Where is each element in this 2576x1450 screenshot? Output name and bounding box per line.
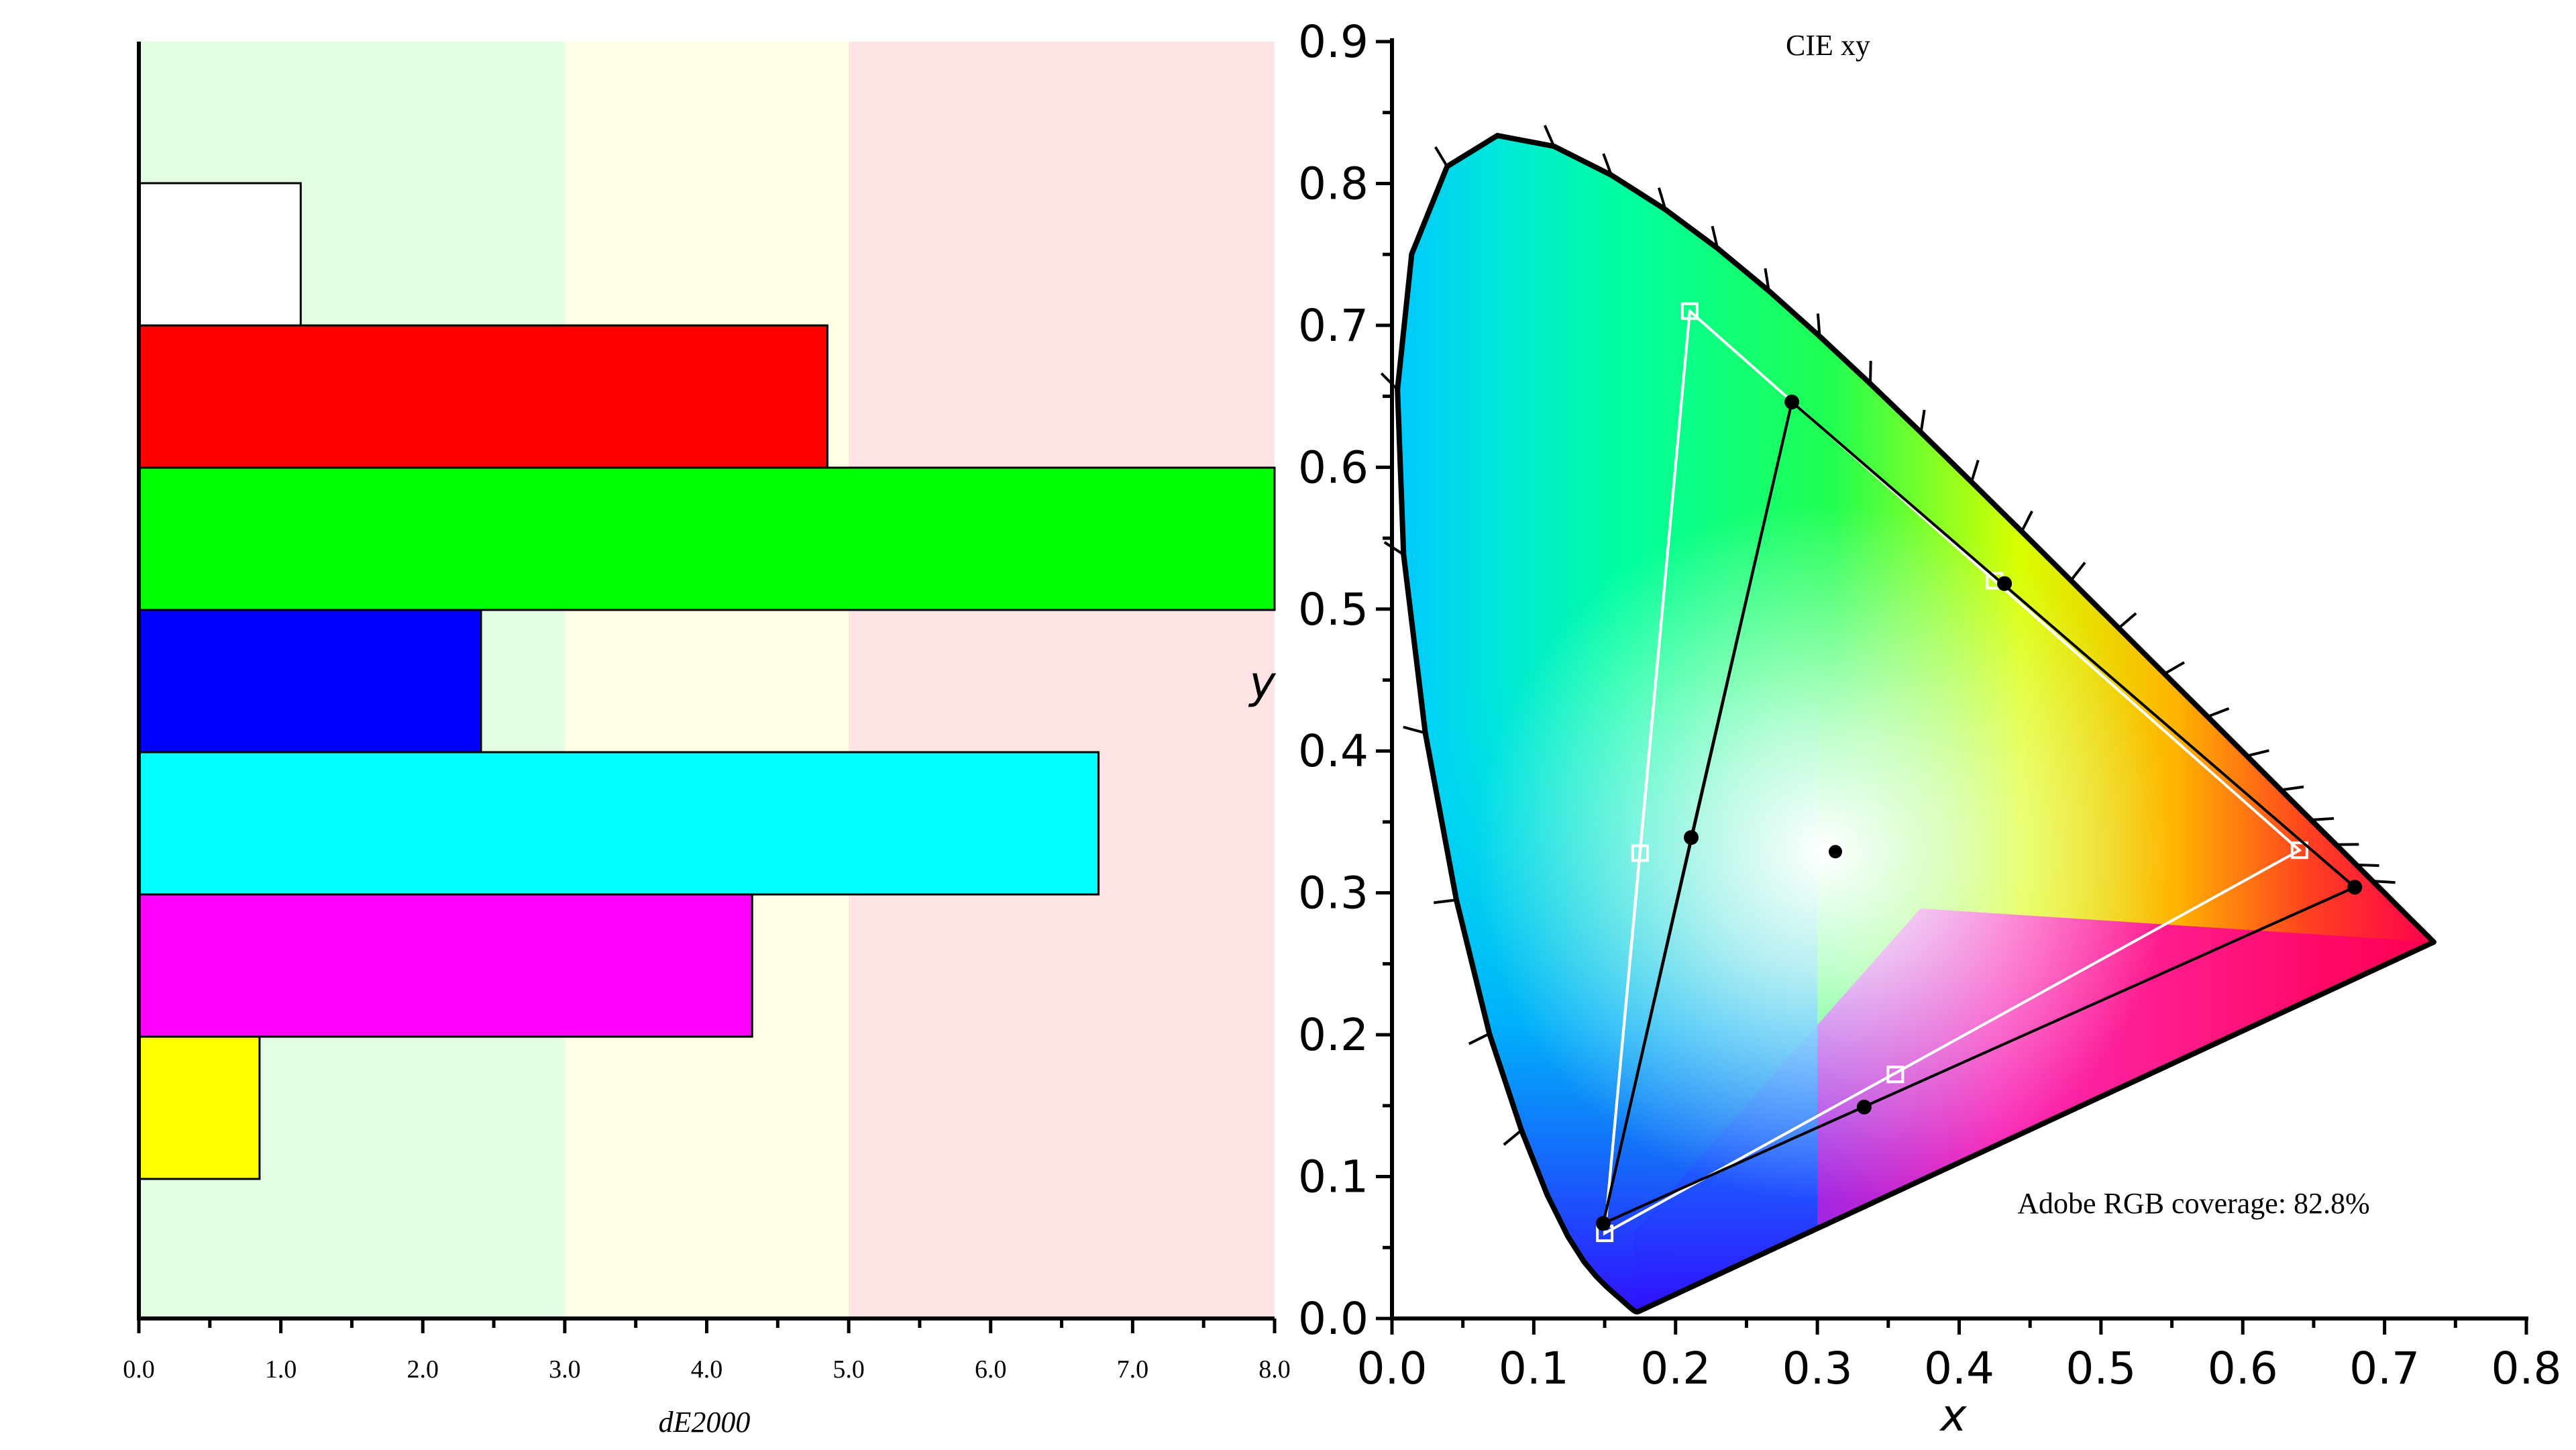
spectral-locus-fill [1397,136,2434,1312]
wavelength-ticks [1380,125,2396,1146]
cie-x-tick-label: 0.6 [2208,1343,2278,1394]
reference-gamut-point [2290,841,2308,860]
wavelength-tick [1711,225,1719,249]
cie-x-tick-label: 0.0 [1357,1343,1428,1394]
bar-x-tick-label: 2.0 [407,1355,439,1384]
cie-x-tick-label: 0.5 [2065,1343,2136,1394]
wavelength-tick [2310,817,2334,821]
wavelength-tick [1657,187,1667,210]
wavelength-tick [1503,1129,1523,1146]
cie-y-tick-label: 0.7 [1298,300,1368,352]
cie-y-tick-label: 0.1 [1298,1151,1368,1203]
cie-x-tick-label: 0.2 [1640,1343,1711,1394]
bar-x-tick-label: 0.0 [123,1355,155,1384]
cie-y-tick-label: 0.9 [1298,16,1368,68]
coverage-annotation: Adobe RGB coverage: 82.8% [2017,1187,2369,1220]
bar-red [138,324,828,469]
cie-x-tick-label: 0.8 [2491,1343,2562,1394]
wavelength-tick [2117,612,2137,629]
wavelength-tick [2356,864,2379,867]
tolerance-zone [564,42,849,1318]
cie-x-tick-label: 0.4 [1924,1343,1994,1394]
wavelength-tick [1380,372,1399,391]
bar-x-tick-label: 5.0 [833,1355,865,1384]
tolerance-zone [849,42,1275,1318]
bar-cyan [138,751,1100,896]
cie-x-ticks: 0.0 0.1 0.2 0.3 0.4 0.5 0.6 0.7 0.8 [1357,1318,2562,1394]
bar-x-axis-label: dE2000 [659,1406,751,1439]
bars [138,182,1276,1180]
bar-x-tick-label: 1.0 [265,1355,297,1384]
tolerance-zones [139,42,1275,1318]
wavelength-tick [2070,562,2086,582]
measured-gamut-point [1997,576,2012,591]
bar-x-tick-label: 3.0 [549,1355,581,1384]
cie-title: CIE xy [1786,29,1870,62]
bar-white [138,182,302,327]
wavelength-tick [1602,153,1613,176]
cie-x-tick-label: 0.7 [2349,1343,2420,1394]
wavelength-tick [1543,125,1556,147]
wavelength-tick [2372,880,2396,884]
reference-gamut-point [1631,844,1649,862]
wavelength-tick [2207,707,2230,718]
cie-y-tick-label: 0.2 [1298,1009,1368,1061]
wavelength-tick [1919,409,1926,433]
measured-gamut-point [1856,1099,1872,1115]
de2000-bar-chart: 0.0 1.0 2.0 3.0 4.0 5.0 6.0 7.0 8.0 dE2000 [123,42,1291,1439]
wavelength-tick [1816,313,1821,337]
cie-x-axis-label: x [1939,1390,1967,1441]
wavelength-tick [1433,898,1457,904]
wavelength-tick [2163,661,2186,675]
wavelength-tick [2246,749,2269,758]
spectral-locus-outline [1395,133,2436,1314]
bar-magenta [138,893,753,1038]
white-point-dot [1829,845,1842,859]
bar-x-ticks: 0.0 1.0 2.0 3.0 4.0 5.0 6.0 7.0 8.0 [123,1318,1291,1384]
bar-x-tick-label: 4.0 [691,1355,723,1384]
cie-y-tick-label: 0.0 [1298,1293,1368,1345]
cie-x-tick-label: 0.1 [1499,1343,1569,1394]
measured-gamut-point [1684,830,1699,845]
gamut-inner-edge [1603,311,1691,1234]
bar-green [138,466,1276,611]
wavelength-tick [1970,460,1980,482]
bar-yellow [138,1035,261,1180]
cie-y-tick-label: 0.5 [1298,584,1368,635]
wavelength-tick [1468,1032,1491,1045]
reference-gamut [1596,302,2308,1243]
wavelength-tick [1869,360,1872,384]
bar-x-tick-label: 6.0 [975,1355,1007,1384]
cie-y-axis-label: y [1248,657,1276,709]
wavelength-tick [1383,541,1405,556]
wavelength-tick [1764,268,1770,291]
wavelength-tick [1434,146,1448,168]
bar-x-tick-label: 7.0 [1117,1355,1149,1384]
reference-gamut-point [1886,1066,1904,1084]
cie-y-tick-label: 0.3 [1298,868,1368,919]
white-point-marker [1826,842,1845,862]
wavelength-tick [1403,725,1426,735]
cie-x-tick-label: 0.3 [1782,1343,1853,1394]
measured-gamut-point [1784,395,1800,410]
measured-gamut-point [2347,880,2363,895]
bar-blue [138,609,482,754]
measured-gamut [1595,395,2363,1231]
white-center-glow [1397,136,2434,1312]
cie-y-ticks: 0.0 0.1 0.2 0.3 0.4 0.5 0.6 0.7 0.8 0.9 [1298,16,1392,1345]
bar-x-tick-label: 8.0 [1258,1355,1291,1384]
reference-gamut-point [1680,302,1699,320]
measured-gamut-point [1595,1216,1611,1231]
wavelength-tick [2020,510,2033,533]
wavelength-tick [2281,785,2304,792]
cie-y-tick-label: 0.8 [1298,158,1368,209]
cie-y-tick-label: 0.4 [1298,725,1368,777]
cie-y-tick-label: 0.6 [1298,442,1368,493]
cie-xy-chart: 0.0 0.1 0.2 0.3 0.4 0.5 0.6 0.7 0.8 0.0 0.1 0.2 0.3… [1248,16,2561,1441]
